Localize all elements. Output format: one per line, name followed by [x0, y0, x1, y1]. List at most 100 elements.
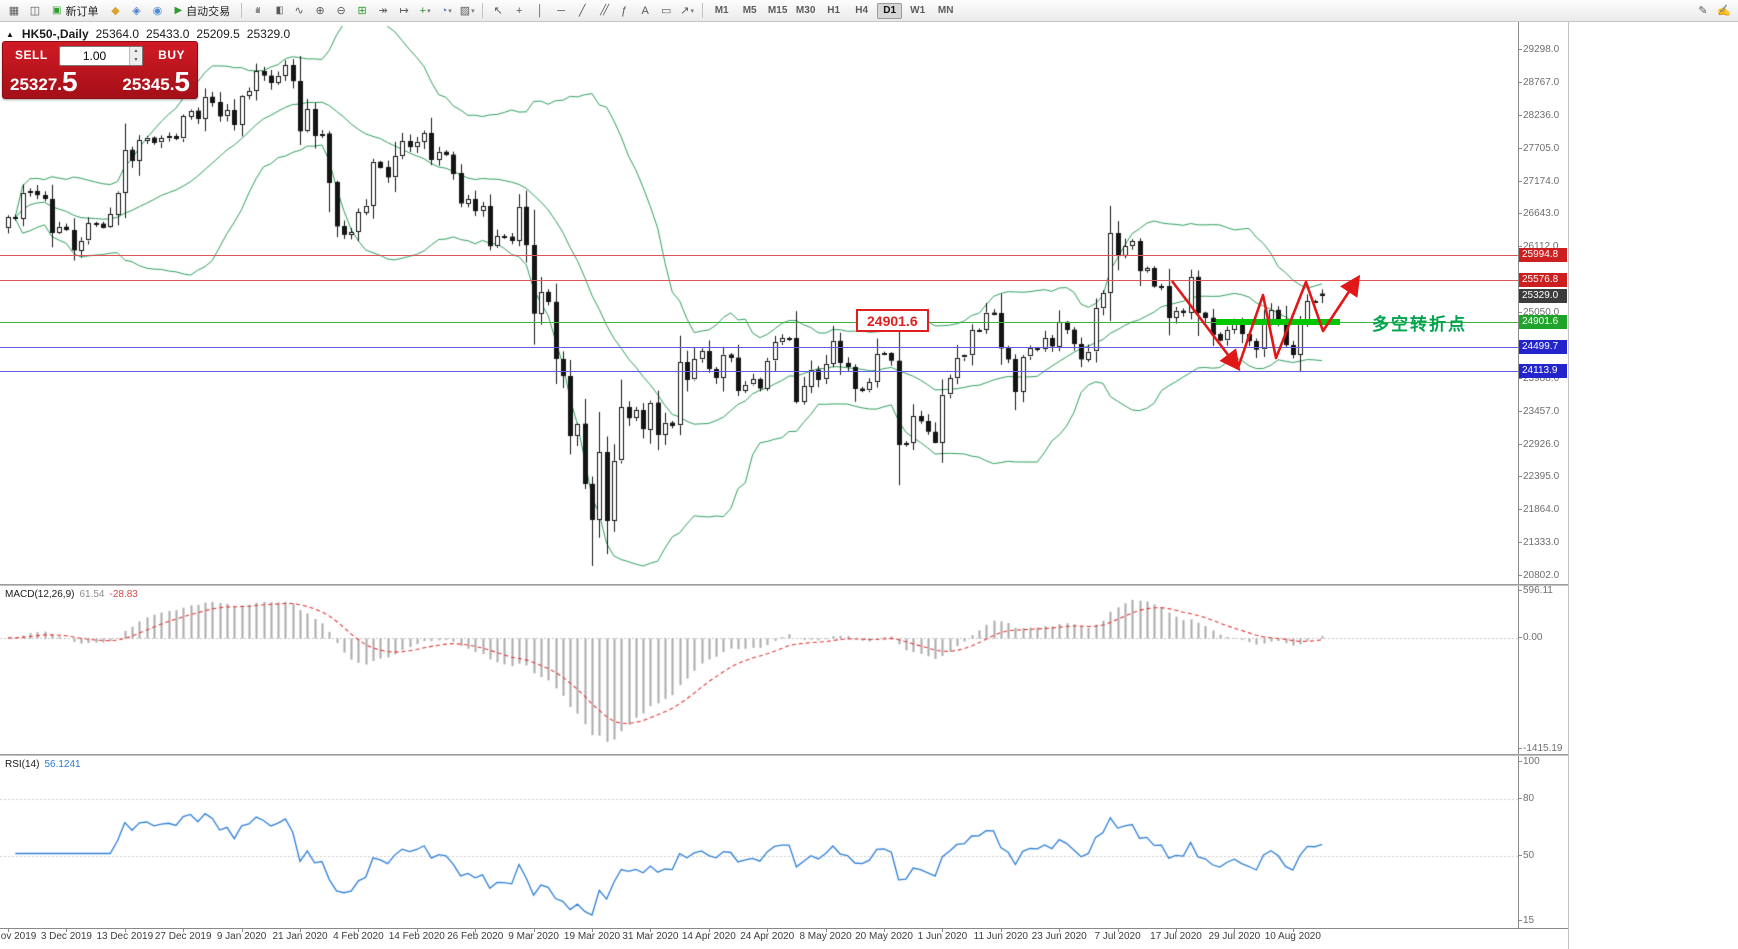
templates-icon[interactable]: ▨ ▾	[459, 5, 475, 17]
price-scale-tick: 23988.0	[1517, 372, 1560, 384]
crosshair-icon[interactable]: +	[515, 4, 523, 17]
turning-point-text[interactable]: 多空转折点	[1372, 315, 1467, 334]
timeframe-button-m15[interactable]: M15	[767, 5, 788, 16]
candlestick-icon[interactable]: ▮▯	[275, 5, 284, 16]
label-icon[interactable]: ▭	[660, 5, 672, 17]
date-label: 1 Jun 2020	[917, 931, 968, 942]
rsi-indicator-label: RSI(14) 56.1241	[5, 759, 81, 770]
new-order-button[interactable]: ▣ 新订单	[46, 2, 104, 20]
channel-icon[interactable]: ╱╱	[600, 5, 609, 16]
panel-splitter-rsi[interactable]	[0, 754, 1568, 756]
buy-button[interactable]: BUY 25345. 5	[99, 42, 197, 98]
timeframe-button-h1[interactable]: H1	[827, 5, 841, 16]
add-indicator-icon[interactable]: + ▾	[419, 4, 431, 17]
zoom-in-icon[interactable]: ⊕	[315, 5, 325, 17]
market-watch-icon[interactable]: ◈	[132, 5, 141, 17]
timeframe-button-m30[interactable]: M30	[795, 5, 816, 16]
date-tick	[709, 928, 710, 932]
timeframe-button-m1[interactable]: M1	[714, 5, 729, 16]
volume-down-icon[interactable]: ▼	[130, 56, 142, 65]
date-label: 27 Dec 2019	[154, 931, 212, 942]
terminal-icon[interactable]: ◉	[152, 5, 163, 17]
date-label: 14 Apr 2020	[681, 931, 736, 942]
date-tick	[475, 928, 476, 932]
trendline-icon[interactable]: ╱	[578, 5, 586, 17]
edit-icon[interactable]: ✎	[1698, 5, 1708, 17]
panel-splitter-macd[interactable]	[0, 584, 1568, 586]
timeframe-button-w1[interactable]: W1	[910, 5, 926, 16]
arrows-icon[interactable]: ↗ ▾	[680, 5, 695, 17]
hline-25576-8[interactable]	[0, 280, 1518, 281]
main-toolbar: ▦ ◫ ▣ 新订单 ◆ ◈ ◉ ▶ 自动交易 ılıl ▮▯ ∿ ⊕ ⊖ ⊞ ↠ ↦ + ▾ ◔ ▾ ▨ ▾ ↖ + │ ─ ╱ ╱╱ ƒ…	[0, 0, 1738, 22]
timeframe-button-d1[interactable]: D1	[877, 2, 903, 19]
price-scale-tick: 26643.0	[1517, 208, 1560, 220]
support-zone-segment[interactable]	[1216, 319, 1340, 325]
date-label: 26 Feb 2020	[447, 931, 504, 942]
metaeditor-icon[interactable]: ◆	[111, 5, 120, 17]
macd-value-main: 61.54	[79, 589, 105, 600]
rsi-scale-tick: 15	[1517, 915, 1535, 926]
volume-spinner: ▲ ▼	[129, 47, 142, 65]
volume-input[interactable]: 1.00 ▲ ▼	[59, 46, 143, 66]
zoom-out-icon[interactable]: ⊖	[336, 5, 346, 17]
chart-shift-icon[interactable]: ↦	[399, 5, 409, 17]
one-click-trading-panel: SELL 25327. 5 1.00 ▲ ▼ BUY 25345. 5	[2, 41, 198, 99]
date-label: 21 Jan 2020	[272, 931, 328, 942]
date-label: 9 Mar 2020	[508, 931, 559, 942]
autotrading-button[interactable]: ▶ 自动交易	[168, 2, 236, 20]
profiles-icon[interactable]: ◫	[29, 5, 41, 17]
date-label: 31 Mar 2020	[622, 931, 679, 942]
date-tick	[1059, 928, 1060, 932]
text-icon[interactable]: A	[641, 4, 649, 17]
price-scale-tick: 25050.0	[1517, 307, 1560, 318]
line-chart-icon[interactable]: ∿	[294, 5, 304, 17]
volume-up-icon[interactable]: ▲	[130, 47, 142, 56]
sell-price-dec: 5	[62, 66, 78, 97]
chart-window-edge	[1568, 22, 1569, 949]
support-price-callout[interactable]: 24901.6	[856, 309, 929, 332]
fibonacci-icon[interactable]: ƒ	[621, 4, 628, 17]
date-label: 3 Dec 2019	[40, 931, 92, 942]
date-label: 19 Mar 2020	[563, 931, 621, 942]
date-tick	[767, 928, 768, 932]
price-badge-support-1: 24499.7	[1519, 340, 1567, 354]
sell-button[interactable]: SELL 25327. 5	[3, 42, 101, 98]
hline-25994-8[interactable]	[0, 255, 1518, 256]
autoscroll-icon[interactable]: ↠	[378, 5, 388, 17]
chart-title: ▲ HK50-,Daily 25364.0 25433.0 25209.5 25…	[6, 27, 290, 41]
date-tick	[242, 928, 243, 932]
periods-icon[interactable]: ◔ ▾	[440, 4, 452, 17]
community-icon[interactable]: ✍	[1717, 5, 1731, 17]
price-badge-resistance-2: 25576.8	[1519, 273, 1567, 287]
vertical-line-icon[interactable]: │	[536, 4, 544, 17]
sell-price-dot: .	[57, 75, 63, 94]
new-chart-icon[interactable]: ▦	[8, 5, 20, 17]
new-order-button-icon: ▣	[52, 5, 62, 16]
toolbar-separator	[482, 3, 484, 18]
date-label: 21 Nov 2019	[0, 931, 37, 942]
timeframe-button-mn[interactable]: MN	[937, 5, 954, 16]
hline-24113-9[interactable]	[0, 371, 1518, 372]
date-label: 14 Feb 2020	[388, 931, 445, 942]
date-tick	[8, 928, 9, 932]
cursor-icon[interactable]: ↖	[493, 5, 503, 17]
timeframe-button-h4[interactable]: H4	[855, 5, 869, 16]
macd-scale-tick: 0.00	[1517, 631, 1543, 643]
price-scale-tick: 27174.0	[1517, 175, 1560, 187]
date-label: 7 Jul 2020	[1094, 931, 1141, 942]
macd-indicator-label: MACD(12,26,9) 61.54 -28.83	[5, 589, 138, 600]
hline-24901-6[interactable]	[0, 322, 1518, 323]
tile-windows-icon[interactable]: ⊞	[357, 5, 367, 17]
price-scale-tick: 22395.0	[1517, 471, 1560, 483]
date-label: 8 May 2020	[799, 931, 852, 942]
date-label: 24 Apr 2020	[740, 931, 795, 942]
symbol-period-label: HK50-,Daily	[21, 27, 89, 41]
horizontal-line-icon[interactable]: ─	[557, 4, 566, 17]
date-label: 23 Jun 2020	[1031, 931, 1087, 942]
bar-chart-icon[interactable]: ılıl	[255, 6, 260, 15]
hline-24499-7[interactable]	[0, 347, 1518, 348]
timeframe-button-m5[interactable]: M5	[742, 5, 757, 16]
one-click-panel-toggle[interactable]: ▲	[6, 29, 14, 39]
date-tick	[884, 928, 885, 932]
